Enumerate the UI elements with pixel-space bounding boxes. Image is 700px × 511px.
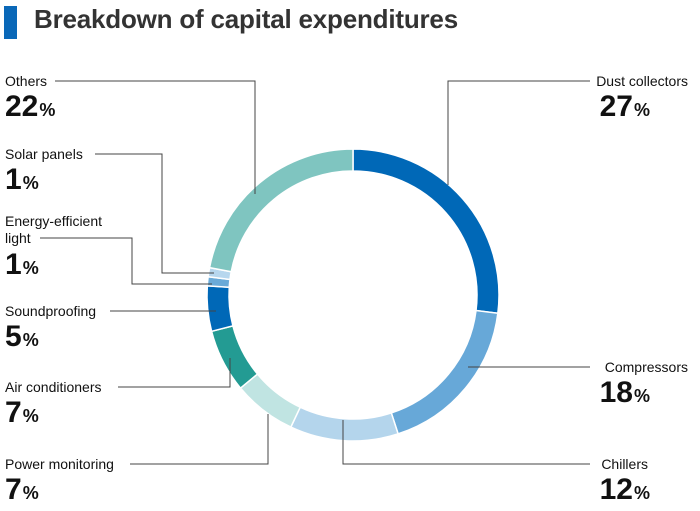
value-compressors: 18% <box>599 376 650 409</box>
slice-air-conditioners <box>210 324 259 390</box>
label-soundproofing: Soundproofing <box>5 303 97 319</box>
label-power-monitoring: Power monitoring <box>5 456 114 472</box>
label-compressors: Compressors <box>604 359 688 375</box>
slice-soundproofing <box>206 285 234 333</box>
slice-others <box>208 148 354 273</box>
leader-solar-panels <box>95 153 214 274</box>
title-accent-bar <box>4 6 17 39</box>
chart-title: Breakdown of capital expenditures <box>34 4 458 34</box>
value-power-monitoring: 7% <box>5 473 39 506</box>
value-others: 22% <box>5 90 56 123</box>
leader-dust-collectors <box>447 80 590 185</box>
value-soundproofing: 5% <box>5 320 39 353</box>
label-solar-panels: Solar panels <box>5 146 83 162</box>
label-energy-efficient-light-line2: light <box>5 230 31 246</box>
slice-chillers <box>289 406 400 442</box>
label-energy-efficient-light-line1: Energy-efficient <box>5 213 103 229</box>
leader-energy-efficient-light <box>40 237 212 285</box>
slice-power-monitoring <box>239 372 302 429</box>
label-dust-collectors: Dust collectors <box>596 73 688 89</box>
value-solar-panels: 1% <box>5 163 39 196</box>
value-chillers: 12% <box>599 473 650 506</box>
value-dust-collectors: 27% <box>599 90 650 123</box>
value-energy-efficient-light: 1% <box>5 248 39 281</box>
leader-power-monitoring <box>130 414 269 465</box>
value-air-conditioners: 7% <box>5 396 39 429</box>
leader-air-conditioners <box>118 358 231 388</box>
leader-others <box>55 80 256 194</box>
label-air-conditioners: Air conditioners <box>5 379 102 395</box>
slice-compressors <box>390 309 499 435</box>
label-chillers: Chillers <box>601 456 648 472</box>
leader-chillers <box>342 420 590 465</box>
label-others: Others <box>5 73 48 89</box>
slice-dust-collectors <box>352 148 500 315</box>
